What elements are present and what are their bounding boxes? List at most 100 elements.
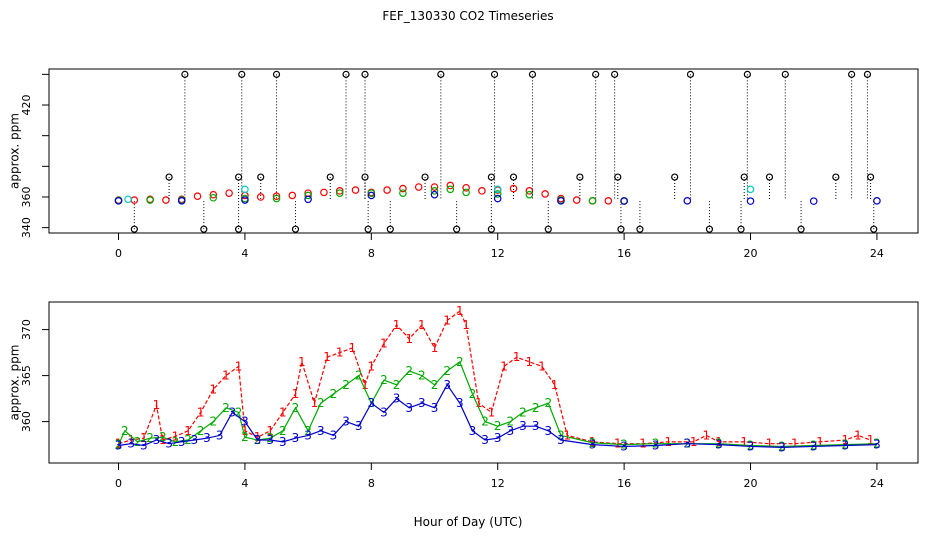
series-marker-3: 3 <box>178 435 186 449</box>
series-marker-3: 3 <box>203 431 211 445</box>
series-marker-2: 2 <box>481 415 489 429</box>
x-tick-label: 12 <box>491 477 505 490</box>
y-tick-label: 420 <box>20 95 33 116</box>
series-marker-3: 3 <box>367 396 375 410</box>
series-marker-2: 2 <box>292 401 300 415</box>
series-marker-2: 2 <box>380 373 388 387</box>
series-marker-1: 1 <box>235 359 243 373</box>
data-point <box>326 173 334 181</box>
series-marker-1: 1 <box>462 318 470 332</box>
series-marker-2: 2 <box>222 401 230 415</box>
series-marker-1: 1 <box>254 430 262 444</box>
series-marker-1: 1 <box>367 359 375 373</box>
x-tick-label: 8 <box>368 477 375 490</box>
data-point <box>209 190 218 199</box>
series-marker-1: 1 <box>740 435 748 449</box>
series-marker-3: 3 <box>115 439 123 453</box>
data-point <box>487 225 495 233</box>
series-marker-3: 3 <box>469 424 477 438</box>
series-line-1 <box>118 310 871 445</box>
data-point <box>528 70 537 78</box>
series-marker-1: 1 <box>702 428 710 442</box>
data-point <box>686 70 695 78</box>
data-point <box>351 186 360 194</box>
data-point <box>383 186 391 194</box>
series-marker-3: 3 <box>405 401 413 415</box>
y-tick-label: 370 <box>20 319 33 340</box>
series-marker-1: 1 <box>172 429 180 443</box>
series-marker-1: 1 <box>292 387 300 401</box>
series-marker-1: 1 <box>841 433 849 447</box>
data-point <box>671 173 679 181</box>
data-point <box>193 192 202 201</box>
data-point <box>765 173 774 181</box>
series-marker-3: 3 <box>431 401 439 415</box>
data-point <box>181 70 189 78</box>
data-point <box>509 173 518 181</box>
series-marker-2: 2 <box>715 437 723 451</box>
series-marker-1: 1 <box>127 433 135 447</box>
data-point <box>437 70 445 78</box>
series-marker-3: 3 <box>532 419 540 433</box>
series-marker-3: 3 <box>557 433 565 447</box>
data-point <box>611 70 619 78</box>
data-point <box>272 70 281 78</box>
data-point <box>399 184 407 193</box>
series-line-3 <box>118 383 877 448</box>
x-tick-label: 8 <box>368 247 375 260</box>
data-point <box>525 190 534 199</box>
series-marker-1: 1 <box>184 424 192 438</box>
data-point <box>272 192 281 201</box>
series-marker-3: 3 <box>456 396 464 410</box>
x-tick-label: 4 <box>241 477 248 490</box>
data-point <box>335 187 344 195</box>
series-marker-3: 3 <box>228 405 236 419</box>
series-marker-2: 2 <box>778 439 786 453</box>
data-point <box>604 197 613 205</box>
series-marker-3: 3 <box>507 424 515 438</box>
data-point <box>291 225 300 233</box>
data-point <box>335 189 344 197</box>
series-marker-2: 2 <box>620 438 628 452</box>
series-marker-3: 3 <box>494 431 502 445</box>
x-tick-label: 24 <box>870 477 884 490</box>
x-axis-label: Hour of Day (UTC) <box>413 515 523 529</box>
data-point <box>177 197 186 205</box>
series-marker-2: 2 <box>652 437 660 451</box>
series-marker-2: 2 <box>304 424 312 438</box>
data-point <box>124 195 132 204</box>
series-marker-2: 2 <box>431 378 439 392</box>
series-marker-1: 1 <box>431 341 439 355</box>
series-marker-1: 1 <box>336 346 344 360</box>
series-marker-2: 2 <box>544 396 552 410</box>
series-marker-3: 3 <box>418 396 426 410</box>
x-tick-label: 4 <box>241 247 248 260</box>
data-point <box>870 225 878 233</box>
series-marker-3: 3 <box>393 392 401 406</box>
data-point <box>235 173 243 181</box>
series-marker-2: 2 <box>146 431 154 445</box>
data-point <box>114 197 123 205</box>
series-marker-1: 1 <box>525 355 533 369</box>
data-point <box>617 225 625 233</box>
series-marker-2: 2 <box>532 401 540 415</box>
series-marker-2: 2 <box>342 378 350 392</box>
series-marker-3: 3 <box>620 439 628 453</box>
y-tick-label: 360 <box>20 186 33 207</box>
plot-frame <box>48 68 919 234</box>
series-marker-1: 1 <box>279 405 287 419</box>
series-marker-2: 2 <box>355 369 363 383</box>
series-marker-2: 2 <box>519 405 527 419</box>
series-marker-1: 1 <box>551 378 559 392</box>
y-tick-label: 340 <box>20 217 33 238</box>
series-marker-2: 2 <box>317 396 325 410</box>
data-point <box>342 70 350 78</box>
series-marker-3: 3 <box>304 428 312 442</box>
data-point <box>636 225 644 233</box>
data-point <box>462 183 470 192</box>
series-marker-1: 1 <box>222 369 230 383</box>
data-point <box>614 173 622 181</box>
y-axis-label: approx. ppm <box>8 345 22 421</box>
